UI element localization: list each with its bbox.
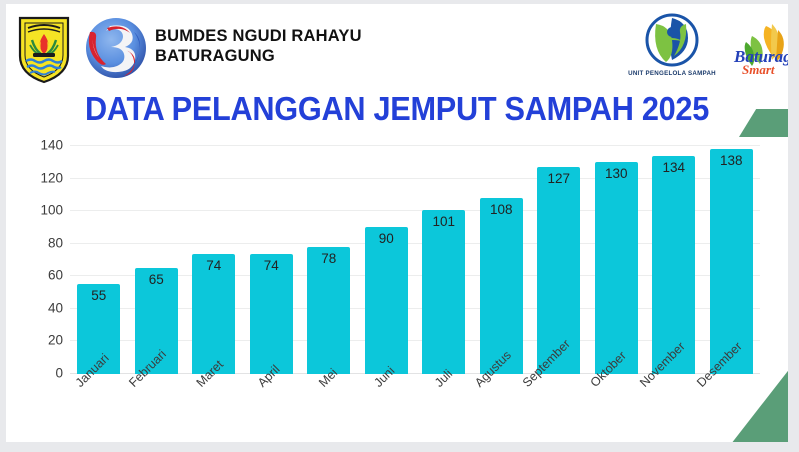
bar-slot: 90 <box>358 146 416 374</box>
x-label-slot: September <box>520 337 588 436</box>
gridline: 120 <box>40 170 760 185</box>
bar[interactable]: 101 <box>422 209 466 374</box>
x-label-slot: Oktober <box>588 349 646 436</box>
bar-value-label: 108 <box>489 202 513 218</box>
kabupaten-crest-icon <box>14 12 74 84</box>
bar-chart: 0 20 40 60 80 100 120 140 55 65 74 74 78 90 101 108 127… <box>18 136 778 436</box>
bar[interactable]: 127 <box>537 167 581 374</box>
bar[interactable]: 108 <box>479 198 523 374</box>
gridline: 140 <box>40 138 760 153</box>
bar-value-label: 74 <box>206 257 222 273</box>
gridline: 40 <box>48 300 760 315</box>
bar[interactable]: 90 <box>364 227 408 374</box>
bar[interactable]: 138 <box>709 149 753 374</box>
x-label-slot: April <box>243 362 301 436</box>
x-label-slot: November <box>637 339 703 436</box>
y-axis-tick-label: 140 <box>40 137 63 153</box>
y-axis-tick-label: 100 <box>40 202 63 218</box>
bar-value-label: 90 <box>378 231 394 247</box>
x-label-slot: Maret <box>185 357 243 436</box>
x-label-slot: Mei <box>300 366 358 436</box>
bar-value-label: 130 <box>604 166 628 182</box>
bar-slot: 78 <box>300 146 358 374</box>
y-axis-tick-label: 80 <box>47 235 63 251</box>
bar[interactable]: 74 <box>249 253 293 374</box>
x-label-slot: Juni <box>358 364 416 436</box>
slide-header: BUMDES NGUDI RAHAYU BATURAGUNG UNIT PENG… <box>6 4 788 90</box>
gridline: 0 <box>55 366 760 381</box>
baturagung-smart-logo: Baturagung Smart <box>708 22 788 80</box>
bar-slot: 127 <box>530 146 588 374</box>
slide-canvas: BUMDES NGUDI RAHAYU BATURAGUNG UNIT PENG… <box>6 4 788 442</box>
bar-slot: 65 <box>128 146 186 374</box>
x-label-slot: Agustus <box>472 348 531 436</box>
bar-series: 55 65 74 74 78 90 101 108 127 130 134 138 <box>70 146 760 374</box>
bar-value-label: 138 <box>719 153 743 169</box>
bar-value-label: 74 <box>263 257 279 273</box>
bar-slot: 101 <box>415 146 473 374</box>
bar-slot: 74 <box>243 146 301 374</box>
bar-slot: 138 <box>703 146 761 374</box>
leaf-person-emblem-icon <box>644 12 700 68</box>
x-label-slot: Februari <box>126 347 186 436</box>
gridline: 80 <box>48 235 760 250</box>
unit-pengelola-sampah-caption: UNIT PENGELOLA SAMPAH <box>628 70 716 77</box>
y-axis-tick-label: 60 <box>47 267 63 283</box>
page-title: DATA PELANGGAN JEMPUT SAMPAH 2025 <box>84 90 710 127</box>
bar-slot: 130 <box>588 146 646 374</box>
x-label-slot: Desember <box>694 339 761 436</box>
bar-slot: 74 <box>185 146 243 374</box>
baturagung-wordmark: Baturagung <box>733 47 788 66</box>
gridline: 20 <box>48 333 760 348</box>
x-label-slot: Juli <box>415 367 473 436</box>
x-axis-labels: Januari Februari Maret April Mei Juni Juli Agus… <box>70 337 761 436</box>
x-label-slot: Januari <box>70 351 128 436</box>
organization-title: BUMDES NGUDI RAHAYU BATURAGUNG <box>155 27 362 66</box>
y-axis-tick-label: 120 <box>40 170 63 186</box>
bar-value-label: 101 <box>432 213 455 229</box>
bar-value-label: 78 <box>321 250 337 266</box>
unit-pengelola-sampah-logo: UNIT PENGELOLA SAMPAH <box>618 12 726 86</box>
bar-slot: 108 <box>473 146 531 374</box>
y-axis-tick-label: 20 <box>47 332 63 348</box>
bar-value-label: 55 <box>91 288 107 304</box>
bar-value-label: 65 <box>148 272 164 288</box>
smart-wordmark: Smart <box>742 62 775 77</box>
bar-value-label: 134 <box>662 159 685 175</box>
bar[interactable]: 74 <box>192 253 236 374</box>
bar[interactable]: 65 <box>134 268 178 374</box>
bar[interactable]: 78 <box>307 246 351 374</box>
y-axis-tick-label: 0 <box>55 365 63 381</box>
bumdes-b-logo-icon <box>80 12 150 82</box>
plot-region: 0 20 40 60 80 100 120 140 55 65 74 74 78 90 101 108 127… <box>40 138 760 381</box>
bar-value-label: 127 <box>547 171 570 187</box>
bar[interactable]: 130 <box>594 162 638 374</box>
bar-slot: 134 <box>645 146 703 374</box>
bar[interactable]: 134 <box>652 155 696 374</box>
bar[interactable]: 55 <box>77 284 121 374</box>
gridline: 100 <box>40 203 760 218</box>
bar-slot: 55 <box>70 146 128 374</box>
y-axis-tick-label: 40 <box>47 300 63 316</box>
gridline: 60 <box>48 268 760 283</box>
